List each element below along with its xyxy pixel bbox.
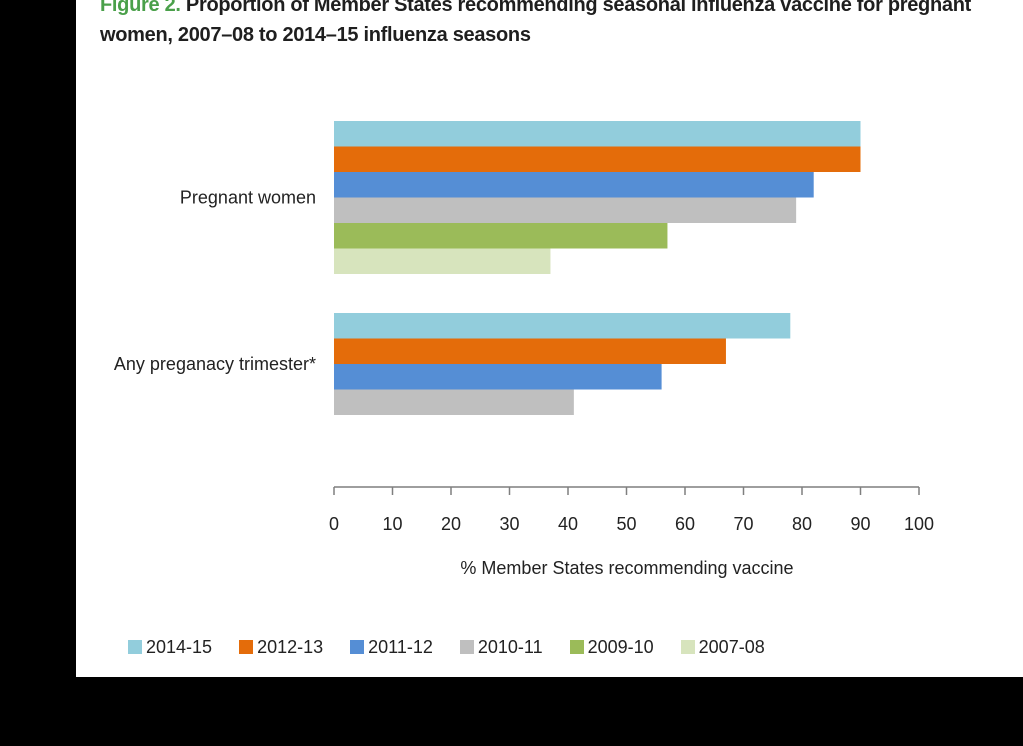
legend-item-2014-15: 2014-15 — [128, 637, 212, 658]
legend-label: 2007-08 — [698, 636, 765, 657]
legend-swatch — [680, 640, 695, 654]
legend-swatch — [239, 640, 254, 654]
legend-label: 2014-15 — [146, 636, 213, 657]
x-tick-label: 30 — [499, 514, 519, 534]
bar-2011-12-any-trimester — [334, 364, 662, 390]
x-tick-label: 0 — [329, 514, 339, 534]
legend-item-2012-13: 2012-13 — [239, 637, 323, 658]
x-tick-label: 90 — [850, 514, 870, 534]
bar-2007-08-pregnant-women — [334, 248, 551, 274]
x-axis: 0 10 20 30 40 50 60 70 80 90 100 — [329, 486, 934, 534]
x-tick-label: 60 — [675, 514, 695, 534]
legend: 2014-15 2012-13 2011-12 2010-11 2009-10 2007-… — [128, 634, 792, 660]
bar-2014-15-any-trimester — [334, 313, 791, 339]
bar-2010-11-any-trimester — [334, 389, 574, 415]
x-tick-label: 70 — [733, 514, 753, 534]
bar-2011-12-pregnant-women — [334, 172, 814, 198]
legend-swatch — [569, 640, 584, 654]
bar-2010-11-pregnant-women — [334, 197, 797, 223]
bar-2009-10-pregnant-women — [334, 223, 668, 249]
x-tick-label: 80 — [792, 514, 812, 534]
legend-swatch — [459, 640, 474, 654]
bar-2012-13-any-trimester — [334, 338, 726, 364]
legend-label: 2009-10 — [587, 636, 654, 657]
legend-swatch — [128, 640, 142, 654]
legend-item-2011-12: 2011-12 — [350, 637, 433, 658]
legend-swatch — [350, 640, 365, 654]
legend-item-2010-11: 2010-11 — [459, 636, 543, 658]
x-axis-label: % Member States recommending vaccine — [460, 558, 793, 578]
x-tick-label: 40 — [558, 514, 578, 534]
legend-item-2009-10: 2009-10 — [569, 636, 654, 658]
bar-chart: Pregnant women Any preganacy trimester* 0… — [114, 121, 934, 578]
category-label: Any preganacy trimester* — [114, 354, 316, 374]
bar-2014-15-pregnant-women — [334, 121, 861, 147]
legend-label: 2011-12 — [368, 636, 433, 657]
x-tick-label: 20 — [441, 514, 461, 534]
figure-title-text: Proportion of Member States recommending… — [100, 0, 971, 46]
figure-label: Figure 2. — [100, 0, 181, 16]
legend-label: 2012-13 — [257, 636, 324, 657]
category-label: Pregnant women — [180, 188, 316, 208]
x-tick-label: 50 — [616, 514, 636, 534]
x-tick-label: 10 — [382, 514, 402, 534]
figure-title: Figure 2. Proportion of Member States re… — [100, 0, 980, 50]
x-tick-label: 100 — [904, 514, 934, 534]
bars-layer — [334, 121, 861, 415]
legend-label: 2010-11 — [477, 636, 543, 657]
legend-item-2007-08: 2007-08 — [680, 636, 765, 658]
bar-2012-13-pregnant-women — [334, 146, 861, 172]
category-labels: Pregnant women Any preganacy trimester* — [114, 188, 316, 375]
